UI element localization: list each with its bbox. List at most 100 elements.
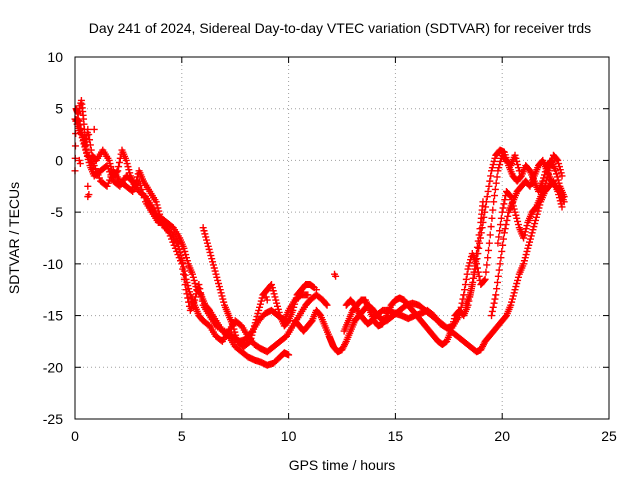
data-point — [292, 294, 300, 302]
data-point — [115, 158, 123, 166]
data-point — [79, 111, 87, 119]
data-point — [166, 232, 174, 240]
data-point — [250, 325, 258, 333]
data-point — [228, 320, 236, 328]
data-point — [546, 164, 554, 172]
data-point — [491, 185, 499, 193]
data-point — [244, 339, 252, 347]
data-point — [469, 278, 477, 286]
data-point — [77, 99, 85, 107]
data-point — [554, 176, 562, 184]
data-point — [214, 276, 222, 284]
y-tick-label: 0 — [55, 152, 63, 168]
data-point — [491, 192, 499, 200]
data-point — [465, 262, 473, 270]
data-point — [522, 251, 530, 259]
data-point — [81, 142, 89, 150]
data-point — [536, 195, 544, 203]
data-point — [324, 330, 332, 338]
data-point — [530, 223, 538, 231]
data-point — [526, 235, 534, 243]
data-point — [180, 275, 188, 283]
data-point — [496, 157, 504, 165]
data-point — [218, 292, 226, 300]
data-point — [174, 251, 182, 259]
data-point — [514, 276, 522, 284]
data-point — [482, 203, 490, 211]
data-point — [494, 239, 502, 247]
data-point — [555, 163, 563, 171]
data-point — [76, 121, 84, 129]
data-point — [554, 185, 562, 193]
data-point — [552, 154, 560, 162]
data-point — [189, 273, 197, 281]
data-point — [504, 159, 512, 167]
data-point — [543, 173, 551, 181]
data-point — [525, 241, 533, 249]
data-point — [258, 294, 266, 302]
data-point — [262, 293, 270, 301]
data-point — [121, 154, 129, 162]
data-point — [477, 229, 485, 237]
y-tick-label: 10 — [47, 49, 63, 65]
data-point — [499, 235, 507, 243]
data-point — [487, 223, 495, 231]
data-point — [104, 179, 112, 187]
data-point — [463, 270, 471, 278]
data-point — [482, 198, 490, 206]
data-point — [207, 252, 215, 260]
data-point — [465, 293, 473, 301]
data-point — [203, 320, 211, 328]
data-point — [513, 214, 521, 222]
data-point — [80, 139, 88, 147]
data-point — [230, 325, 238, 333]
data-point — [490, 198, 498, 206]
data-point — [94, 171, 102, 179]
data-point — [252, 316, 260, 324]
data-point — [195, 281, 203, 289]
data-point — [267, 345, 275, 353]
data-point — [78, 128, 86, 136]
data-point — [471, 265, 479, 273]
data-point — [514, 164, 522, 172]
data-point — [470, 274, 478, 282]
data-point — [494, 167, 502, 175]
data-point — [344, 319, 352, 327]
data-point — [77, 125, 85, 133]
data-point — [190, 276, 198, 284]
data-point — [494, 278, 502, 286]
data-point — [484, 187, 492, 195]
data-point — [169, 238, 177, 246]
data-point — [274, 305, 282, 313]
data-point — [231, 328, 239, 336]
data-point — [253, 313, 261, 321]
data-point — [85, 191, 93, 199]
data-point — [499, 241, 507, 249]
data-point — [497, 254, 505, 262]
data-point — [256, 300, 264, 308]
data-point — [514, 161, 522, 169]
data-point — [92, 165, 100, 173]
data-point — [542, 179, 550, 187]
data-point — [498, 247, 506, 255]
data-point — [168, 235, 176, 243]
data-point — [271, 293, 279, 301]
data-point — [257, 297, 265, 305]
data-point — [472, 260, 480, 268]
data-point — [464, 341, 472, 349]
x-tick-label: 15 — [388, 428, 404, 444]
x-tick-label: 5 — [178, 428, 186, 444]
data-point — [558, 203, 566, 211]
data-point — [510, 205, 518, 213]
data-point — [523, 247, 531, 255]
data-point — [457, 335, 465, 343]
data-point — [272, 296, 280, 304]
data-point — [475, 244, 483, 252]
data-point — [93, 168, 101, 176]
data-point — [288, 324, 296, 332]
data-point — [204, 242, 212, 250]
data-point — [181, 247, 189, 255]
data-point — [526, 238, 534, 246]
data-point — [206, 248, 214, 256]
data-point — [273, 299, 281, 307]
